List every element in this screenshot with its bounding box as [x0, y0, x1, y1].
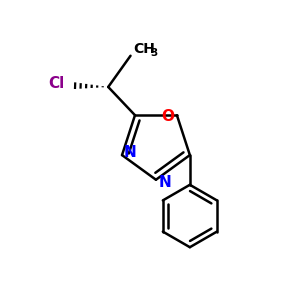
Text: N: N	[124, 145, 137, 160]
Text: Cl: Cl	[48, 76, 64, 91]
Text: 3: 3	[151, 48, 158, 58]
Text: O: O	[161, 109, 175, 124]
Text: N: N	[158, 175, 171, 190]
Text: CH: CH	[134, 42, 155, 56]
